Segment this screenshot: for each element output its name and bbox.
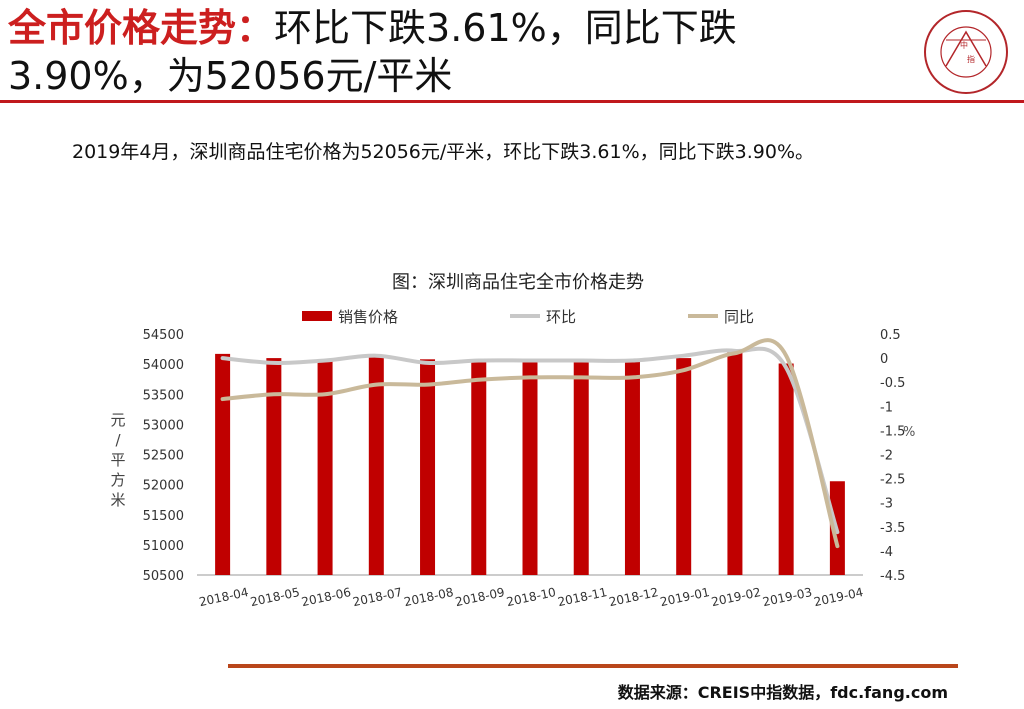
bar-2018-10: [522, 361, 538, 575]
x-tick-label: 2018-05: [249, 585, 301, 609]
right-tick-label: -2.5: [880, 473, 905, 488]
right-axis-label: %: [903, 425, 915, 440]
legend-label-0: 销售价格: [338, 308, 398, 326]
x-tick-label: 2018-08: [403, 585, 455, 609]
title-line1: 环比下跌3.61%，同比下跌: [274, 6, 737, 50]
x-tick-label: 2018-10: [505, 585, 557, 609]
left-axis-label-char: 方: [110, 471, 125, 489]
right-tick-label: -0.5: [880, 376, 905, 391]
left-tick-label: 53500: [143, 388, 184, 403]
china-index-academy-logo-icon: 中 指: [924, 10, 1008, 94]
left-tick-label: 54000: [143, 358, 184, 373]
footer-divider: [228, 664, 958, 668]
title-highlight: 全市价格走势：: [8, 6, 275, 50]
x-tick-label: 2019-04: [813, 585, 865, 609]
right-tick-label: -1.5: [880, 424, 905, 439]
x-tick-label: 2018-11: [556, 585, 608, 609]
bar-2018-09: [471, 361, 487, 575]
right-tick-label: -3.5: [880, 521, 905, 536]
bar-2019-01: [676, 358, 692, 575]
bar-2018-11: [573, 361, 589, 575]
bar-2018-08: [420, 359, 436, 575]
left-tick-label: 51500: [143, 509, 184, 524]
left-tick-label: 53000: [143, 418, 184, 433]
x-tick-label: 2019-02: [710, 585, 762, 609]
page-title: 全市价格走势：环比下跌3.61%，同比下跌 3.90%，为52056元/平米: [8, 4, 898, 100]
bar-2018-04: [215, 353, 231, 575]
right-tick-label: -4.5: [880, 569, 905, 584]
title-divider: [0, 100, 1024, 103]
right-tick-label: -1: [880, 400, 893, 415]
series-line-yoy: [220, 338, 840, 549]
left-tick-label: 54500: [143, 328, 184, 343]
left-axis-label-char: 米: [110, 491, 125, 509]
bar-2019-03: [778, 363, 794, 575]
left-tick-label: 50500: [143, 569, 184, 584]
right-tick-label: -2: [880, 449, 893, 464]
svg-text:指: 指: [967, 54, 975, 64]
x-tick-label: 2019-03: [761, 585, 813, 609]
x-tick-label: 2018-07: [351, 585, 403, 609]
series-line-mom: [220, 346, 840, 535]
left-axis-label-char: 元: [110, 411, 125, 429]
x-tick-label: 2018-09: [454, 585, 506, 609]
left-axis-label-char: 平: [110, 451, 125, 469]
left-tick-label: 52500: [143, 449, 184, 464]
right-tick-label: -3: [880, 497, 893, 512]
left-axis-label-char: /: [115, 431, 121, 449]
summary-text: 2019年4月，深圳商品住宅价格为52056元/平米，环比下跌3.61%，同比下…: [72, 141, 815, 163]
right-tick-label: 0: [880, 352, 888, 367]
legend-swatch-0: [302, 311, 332, 321]
x-tick-label: 2018-06: [300, 585, 352, 609]
legend-label-1: 环比: [546, 308, 576, 326]
bar-2018-12: [624, 361, 640, 575]
svg-text:中: 中: [960, 40, 968, 50]
bar-2018-05: [266, 358, 282, 575]
data-source: 数据来源：CREIS中指数据，fdc.fang.com: [617, 683, 948, 702]
chart-title: 图：深圳商品住宅全市价格走势: [392, 272, 644, 293]
legend-label-2: 同比: [724, 308, 754, 326]
right-tick-label: 0.5: [880, 328, 901, 343]
bar-2018-06: [317, 361, 333, 575]
bar-2018-07: [368, 356, 384, 575]
bar-2019-02: [727, 352, 743, 575]
x-tick-label: 2018-12: [608, 585, 660, 609]
title-line2: 3.90%，为52056元/平米: [8, 54, 453, 98]
x-tick-label: 2019-01: [659, 585, 711, 609]
x-tick-label: 2018-04: [198, 585, 250, 609]
right-tick-label: -4: [880, 545, 893, 560]
left-tick-label: 51000: [143, 539, 184, 554]
left-tick-label: 52000: [143, 479, 184, 494]
